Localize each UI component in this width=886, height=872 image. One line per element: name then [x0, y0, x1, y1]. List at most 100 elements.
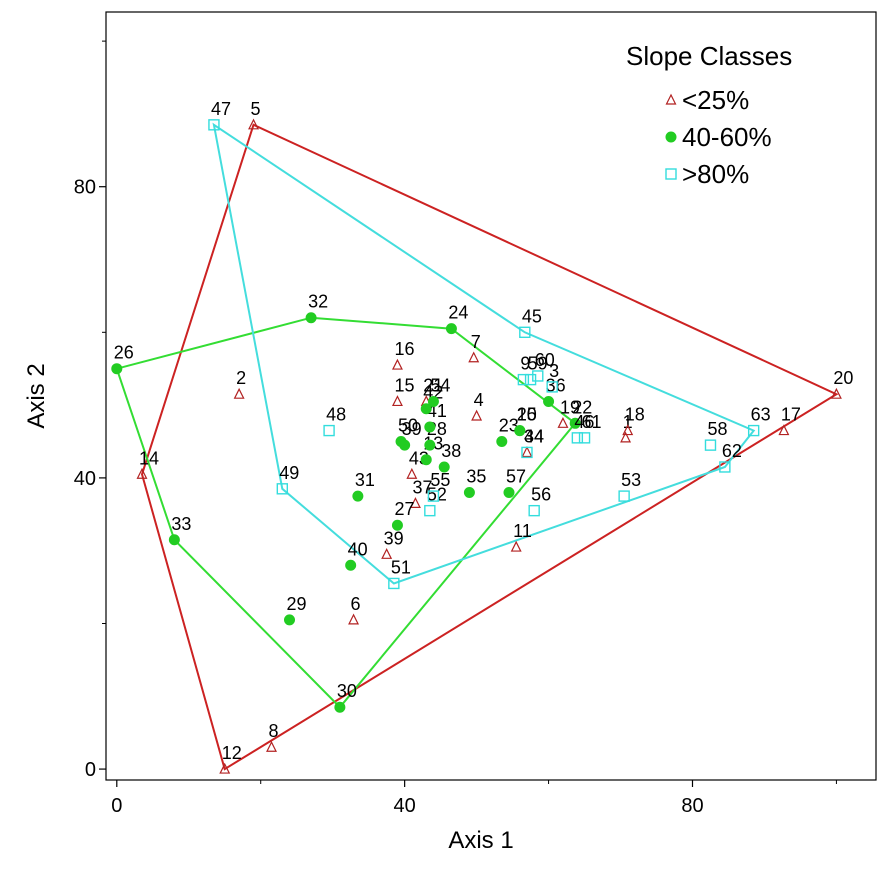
point-label: 36 [546, 375, 566, 395]
point-label: 19 [560, 397, 580, 417]
point-label: 27 [394, 499, 414, 519]
data-point [830, 387, 842, 399]
legend-label: >80% [682, 159, 749, 189]
point-label: 55 [430, 470, 450, 490]
data-point [571, 432, 584, 444]
point-label: 17 [781, 405, 801, 425]
data-point [424, 421, 436, 433]
data-point [578, 432, 591, 444]
point-label: 37 [412, 477, 432, 497]
legend-marker [665, 168, 677, 180]
plot-frame [105, 11, 877, 781]
point-label: 45 [522, 306, 542, 326]
data-point [334, 701, 346, 713]
x-axis-title: Axis 1 [448, 827, 513, 854]
point-label: 26 [114, 343, 134, 363]
y-tick-label: 80 [74, 177, 96, 199]
data-point [352, 490, 364, 502]
point-label: 38 [441, 441, 461, 461]
data-point [463, 486, 475, 498]
data-point [427, 395, 439, 407]
point-label: 61 [582, 412, 602, 432]
point-label: 42 [423, 383, 443, 403]
point-label: 44 [524, 426, 544, 446]
point-label: 57 [506, 466, 526, 486]
data-point [532, 370, 544, 382]
point-label: 48 [326, 405, 346, 425]
point-label: 49 [279, 463, 299, 483]
data-point [391, 395, 403, 407]
point-label: 21 [423, 375, 443, 395]
data-point [219, 762, 231, 774]
y-axis-title: Axis 2 [23, 363, 50, 428]
point-label: 53 [621, 470, 641, 490]
data-point [111, 363, 123, 375]
data-point [510, 540, 522, 552]
data-point [704, 439, 717, 451]
series-1: 1013222324252627282930313233353638394041… [111, 292, 592, 713]
data-point [284, 614, 296, 626]
point-label: 10 [517, 405, 537, 425]
point-label: 4 [474, 390, 484, 410]
x-tick-label: 40 [394, 795, 416, 817]
point-label: 31 [355, 470, 375, 490]
data-point [168, 534, 180, 546]
point-label: 59 [528, 354, 548, 374]
point-label: 39 [384, 528, 404, 548]
point-label: 25 [517, 405, 537, 425]
data-point [305, 312, 317, 324]
point-label: 18 [625, 405, 645, 425]
data-point [388, 577, 400, 590]
data-point [519, 326, 531, 339]
data-point [391, 358, 403, 370]
data-point [557, 416, 569, 428]
data-point [323, 424, 335, 437]
point-label: 8 [269, 721, 279, 741]
point-label: 29 [287, 594, 307, 614]
data-point [514, 425, 526, 437]
point-label: 23 [499, 415, 519, 435]
point-label: 33 [171, 514, 191, 534]
point-label: 39 [402, 419, 422, 439]
legend-label: 40-60% [682, 122, 772, 152]
legend: Slope Classes <25% 40-60% >80% [626, 41, 792, 189]
data-point [409, 497, 421, 508]
data-point [471, 409, 483, 421]
data-point [233, 387, 245, 399]
data-point [524, 373, 537, 386]
point-label: 54 [430, 375, 450, 395]
data-point [618, 490, 630, 502]
y-tick-label: 0 [85, 759, 96, 781]
point-label: 47 [211, 99, 231, 119]
data-point [424, 504, 436, 517]
data-point [468, 351, 480, 363]
point-label: 2 [236, 368, 246, 388]
data-point [445, 323, 457, 335]
x-tick-label: 80 [681, 795, 703, 817]
point-label: 15 [394, 375, 414, 395]
point-label: 20 [833, 368, 853, 388]
legend-label: <25% [682, 85, 749, 115]
hull-polygon [115, 316, 577, 709]
point-label: 63 [751, 405, 771, 425]
data-point [266, 740, 277, 752]
point-label: 60 [535, 350, 555, 370]
point-label: 30 [337, 681, 357, 701]
data-point [778, 424, 790, 436]
legend-marker [665, 131, 677, 143]
point-label: 22 [572, 397, 592, 417]
x-tick-label: 0 [111, 795, 122, 817]
point-label: 5 [251, 99, 261, 119]
data-point [420, 454, 432, 466]
point-label: 58 [707, 419, 727, 439]
legend-title: Slope Classes [626, 41, 792, 71]
point-label: 56 [531, 485, 551, 505]
point-label: 12 [222, 743, 242, 763]
data-point [427, 490, 440, 502]
point-label: 35 [466, 466, 486, 486]
data-point [517, 373, 530, 386]
data-point [546, 381, 558, 393]
data-point [569, 417, 581, 429]
point-label: 1 [623, 412, 633, 432]
